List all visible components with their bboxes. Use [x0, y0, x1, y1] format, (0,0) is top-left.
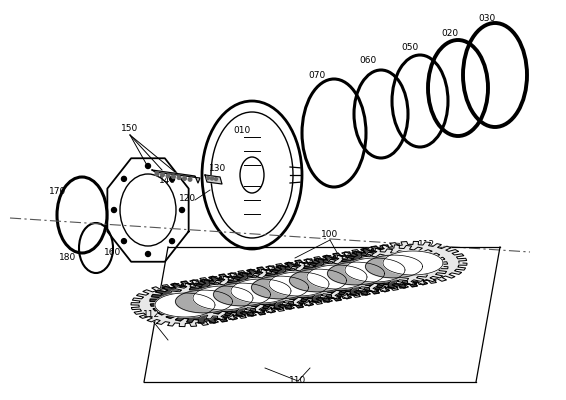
Text: 060: 060 [359, 56, 376, 65]
Polygon shape [307, 265, 367, 289]
Circle shape [183, 177, 186, 180]
Circle shape [170, 176, 174, 181]
Text: 150: 150 [121, 124, 139, 133]
Text: 112: 112 [418, 240, 436, 249]
Text: 112: 112 [143, 310, 161, 319]
Polygon shape [213, 283, 271, 306]
Polygon shape [226, 266, 334, 309]
Text: 110: 110 [289, 376, 307, 385]
Polygon shape [169, 276, 277, 320]
Polygon shape [269, 272, 329, 296]
Text: 020: 020 [441, 29, 458, 38]
Text: 030: 030 [478, 14, 496, 23]
Polygon shape [345, 258, 405, 282]
Circle shape [215, 178, 217, 180]
Circle shape [145, 164, 151, 168]
Circle shape [170, 239, 174, 244]
Polygon shape [383, 251, 443, 275]
Polygon shape [302, 252, 410, 295]
Polygon shape [193, 286, 253, 310]
Text: 010: 010 [233, 126, 251, 135]
Polygon shape [231, 279, 291, 303]
Circle shape [177, 176, 181, 179]
Text: 160: 160 [104, 248, 122, 257]
Text: 140: 140 [160, 176, 177, 185]
Circle shape [179, 208, 185, 212]
Polygon shape [175, 290, 233, 313]
Circle shape [155, 172, 159, 176]
Polygon shape [131, 284, 239, 326]
Circle shape [161, 173, 164, 177]
Text: 100: 100 [321, 230, 338, 239]
Polygon shape [205, 175, 222, 184]
Circle shape [207, 176, 209, 180]
Polygon shape [155, 293, 215, 317]
Circle shape [145, 252, 151, 256]
Polygon shape [283, 256, 391, 298]
Polygon shape [150, 280, 258, 323]
Circle shape [166, 174, 170, 178]
Polygon shape [251, 276, 308, 299]
Text: 130: 130 [209, 164, 226, 173]
Circle shape [188, 178, 192, 181]
Polygon shape [188, 273, 296, 316]
Circle shape [122, 176, 126, 181]
Circle shape [112, 208, 117, 212]
Polygon shape [207, 270, 315, 312]
Circle shape [122, 239, 126, 244]
Text: 170: 170 [49, 187, 67, 196]
Text: 070: 070 [308, 71, 325, 80]
Circle shape [171, 175, 175, 178]
Circle shape [211, 177, 213, 180]
Polygon shape [152, 170, 200, 183]
Polygon shape [366, 255, 422, 278]
Text: 180: 180 [59, 253, 76, 262]
Polygon shape [340, 245, 448, 288]
Polygon shape [289, 269, 346, 292]
Polygon shape [245, 262, 353, 306]
Polygon shape [359, 242, 467, 284]
Polygon shape [328, 262, 384, 285]
Text: 050: 050 [401, 43, 419, 52]
Polygon shape [321, 248, 429, 292]
Text: 120: 120 [179, 194, 196, 203]
Polygon shape [264, 259, 372, 302]
